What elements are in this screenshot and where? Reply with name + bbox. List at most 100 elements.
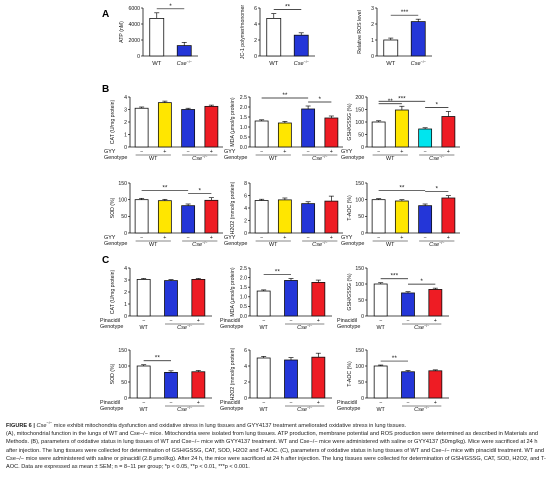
- y-axis-label: CAT (U/mg protein): [110, 269, 116, 314]
- bar: [149, 17, 165, 57]
- y-axis-label: T-AOC (%): [347, 195, 353, 221]
- pinacidil-minus: −: [406, 318, 409, 324]
- bar: [266, 17, 282, 57]
- x-label-wt: WT: [139, 407, 148, 413]
- significance-label: **: [399, 185, 405, 192]
- x-label-wt: WT: [139, 325, 148, 331]
- bar: [394, 200, 409, 234]
- panel-label-a: A: [102, 9, 109, 20]
- gyy-plus: +: [330, 235, 333, 241]
- pinacidil-plus: +: [434, 400, 437, 406]
- pinacidil-minus: −: [142, 400, 145, 406]
- bar: [383, 39, 399, 57]
- y-tick-label: 0: [371, 54, 374, 60]
- chart-c2: 0.0 0.5 1.0 1.5 2.0 2.5 MDA (μmol/g protein) **…: [220, 266, 332, 331]
- y-tick-label: 100: [355, 282, 364, 288]
- row-label-pinacidil: Pinacidil: [220, 318, 240, 324]
- gyy-minus: −: [307, 149, 310, 155]
- caption-figure-label: FIGURE 6 |: [6, 423, 35, 429]
- significance-label: *: [318, 96, 321, 103]
- row-label-gyy: GYY: [224, 235, 236, 241]
- bar: [394, 109, 409, 148]
- bar: [254, 120, 269, 148]
- y-tick-label: 4000: [128, 22, 140, 28]
- row-label-pinacidil: Pinacidil: [100, 400, 120, 406]
- bar: [164, 280, 178, 317]
- y-axis-label: CAT (U/mg protein): [110, 99, 116, 144]
- row-label-genotype: Genotype: [100, 406, 123, 412]
- bar: [284, 359, 298, 399]
- bar: [254, 200, 269, 234]
- y-tick-label: 1: [124, 302, 127, 308]
- y-axis-label: T-AOC (%): [347, 361, 353, 387]
- row-label-genotype: Genotype: [337, 406, 360, 412]
- y-tick-label: 150: [355, 107, 364, 113]
- bar: [176, 45, 192, 57]
- bar: [371, 121, 386, 148]
- gyy-plus: +: [210, 149, 213, 155]
- pinacidil-plus: +: [197, 400, 200, 406]
- bar: [157, 102, 172, 148]
- gyy-plus: +: [210, 235, 213, 241]
- y-tick-label: 2.5: [240, 266, 247, 272]
- significance-label: *: [420, 278, 423, 285]
- gyy-minus: −: [377, 235, 380, 241]
- y-tick-label: 2: [244, 380, 247, 386]
- bar: [324, 200, 339, 234]
- y-tick-label: 4: [124, 95, 127, 101]
- row-label-pinacidil: Pinacidil: [337, 318, 357, 324]
- y-tick-label: 0: [124, 145, 127, 151]
- x-label-cse: Cse−/−: [414, 324, 429, 331]
- y-tick-label: 150: [118, 348, 127, 354]
- bar: [157, 200, 172, 234]
- pinacidil-minus: −: [262, 400, 265, 406]
- y-tick-label: 0: [124, 231, 127, 237]
- significance-label: ***: [391, 273, 399, 280]
- y-tick-label: 0.5: [240, 304, 247, 310]
- bar: [134, 199, 149, 234]
- y-tick-label: 100: [118, 197, 127, 203]
- y-axis-label: GSH/GSSG (%): [347, 103, 353, 140]
- significance-label: **: [275, 269, 281, 276]
- gyy-minus: −: [260, 149, 263, 155]
- gyy-plus: +: [447, 235, 450, 241]
- gyy-minus: −: [140, 149, 143, 155]
- y-tick-label: 3: [124, 107, 127, 113]
- y-tick-label: 1.0: [240, 125, 247, 131]
- bar: [428, 370, 443, 399]
- y-tick-label: 0.0: [240, 314, 247, 320]
- x-label-cse: Cse−/−: [177, 406, 192, 413]
- y-tick-label: 2: [254, 38, 257, 44]
- chart-c5: 0 2 4 6 H2O2 (mmol/g protein)PinacidilGenoty…: [220, 347, 332, 413]
- row-label-genotype: Genotype: [220, 406, 243, 412]
- y-tick-label: 1: [371, 38, 374, 44]
- y-tick-label: 4: [244, 206, 247, 212]
- x-label-wt: WT: [259, 407, 268, 413]
- caption-gene: Cse: [36, 423, 47, 429]
- significance-label: **: [155, 355, 161, 362]
- bar: [441, 197, 456, 234]
- x-label-wt: WT: [149, 156, 158, 162]
- y-tick-label: 2.0: [240, 105, 247, 111]
- chart-a2: 0 2 4 6 JC-1 polymer/monomer ** WT Cse−/−: [240, 4, 315, 67]
- y-tick-label: 0.5: [240, 135, 247, 141]
- bar: [418, 205, 433, 234]
- figure-caption: FIGURE 6 | Cse−/− mice exhibit mitochond…: [6, 421, 550, 471]
- x-label-wt: WT: [269, 242, 278, 248]
- row-label-gyy: GYY: [341, 149, 353, 155]
- row-label-genotype: Genotype: [224, 241, 247, 247]
- pinacidil-minus: −: [406, 400, 409, 406]
- bar: [311, 356, 326, 399]
- gyy-plus: +: [400, 235, 403, 241]
- y-tick-label: 100: [355, 364, 364, 370]
- y-tick-label: 4: [254, 22, 257, 28]
- y-tick-label: 50: [121, 214, 127, 220]
- y-tick-label: 100: [118, 364, 127, 370]
- pinacidil-plus: +: [317, 318, 320, 324]
- bar: [301, 108, 316, 148]
- gyy-plus: +: [283, 235, 286, 241]
